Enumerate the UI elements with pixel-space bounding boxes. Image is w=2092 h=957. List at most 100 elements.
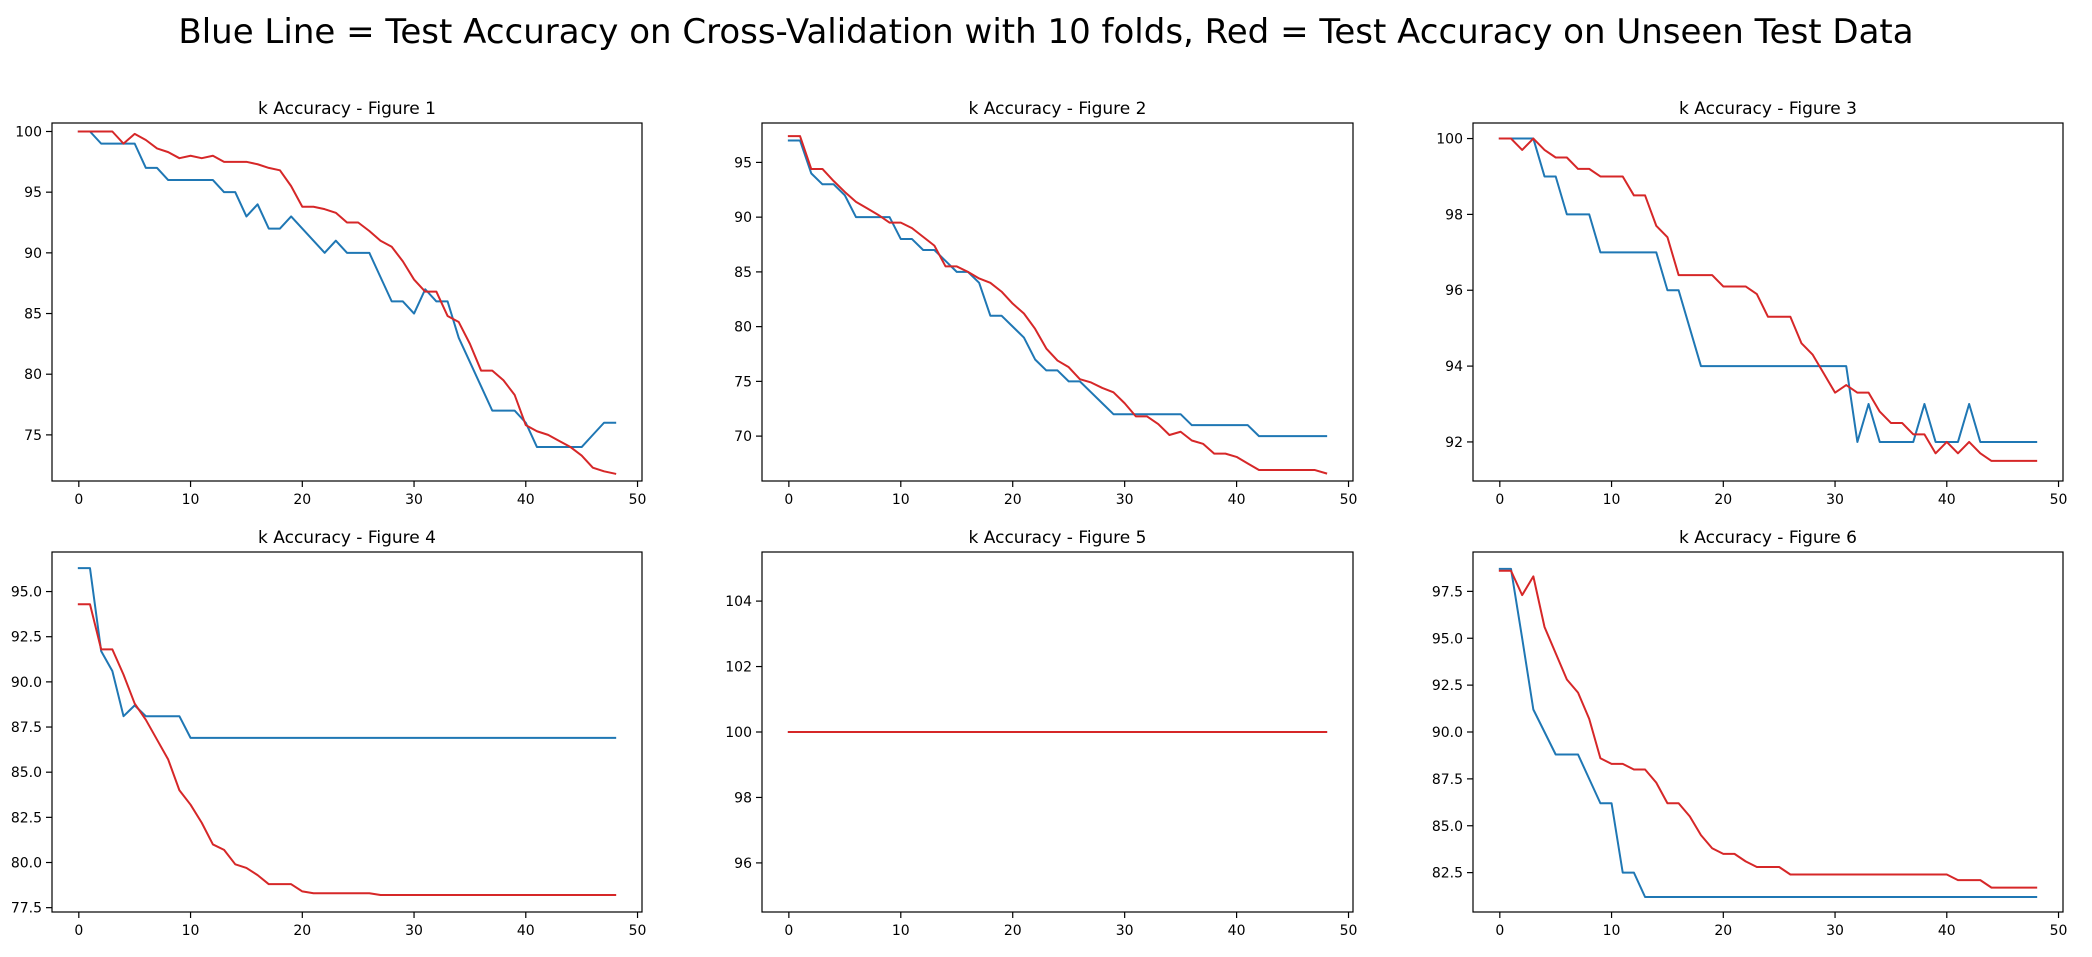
axes-frame [761,122,1354,482]
y-tick-label: 90 [734,210,752,226]
y-tick-label: 102 [725,660,752,676]
axes-frame [51,122,643,482]
y-tick-label: 90.0 [1432,725,1463,741]
x-tick-label: 0 [74,923,83,939]
y-tick-label: 85 [24,307,42,323]
series-line-red [77,130,617,475]
x-tick-label: 20 [1714,492,1732,508]
y-tick-label: 96 [734,856,752,872]
y-tick-label: 90.0 [11,675,42,691]
series-line-red [1498,137,2038,462]
y-tick-label: 80 [734,320,752,336]
x-tick-label: 40 [1938,923,1956,939]
x-tick-label: 10 [1603,492,1621,508]
subplot-title: k Accuracy - Figure 6 [1679,528,1857,548]
x-tick-label: 30 [1826,923,1844,939]
axes-frame [51,551,643,913]
series-line-blue [77,567,617,739]
series-line-blue [77,130,617,449]
y-tick-label: 92.5 [11,630,42,646]
x-tick-label: 0 [1495,492,1504,508]
y-tick-label: 95 [24,185,42,201]
axes-frame [1472,122,2064,482]
x-tick-label: 0 [784,923,793,939]
y-tick-label: 95 [734,155,752,171]
x-tick-label: 0 [784,492,793,508]
y-tick-label: 75 [24,428,42,444]
x-tick-label: 20 [1004,492,1022,508]
subplot-1: k Accuracy - Figure 1 0 10 20 30 40 50 75 80 85 90… [15,99,646,508]
x-tick-label: 50 [1340,492,1358,508]
x-tick-label: 40 [1228,492,1246,508]
y-tick-label: 100 [1436,132,1463,148]
x-tick-label: 0 [1495,923,1504,939]
x-tick-label: 0 [74,492,83,508]
x-tick-label: 40 [1938,492,1956,508]
subplot-2: k Accuracy - Figure 2 0 10 20 30 40 50 70 75 80 85… [734,99,1357,508]
series-line-blue [1498,137,2038,443]
y-tick-label: 96 [1445,283,1463,299]
y-tick-label: 82.5 [1432,866,1463,882]
x-tick-label: 40 [517,492,535,508]
x-tick-label: 20 [293,923,311,939]
y-tick-label: 85.0 [1432,819,1463,835]
x-tick-label: 30 [1826,492,1844,508]
series-line-red [787,135,1328,475]
x-tick-label: 50 [2050,492,2068,508]
y-tick-label: 95.0 [1432,631,1463,647]
y-tick-label: 90 [24,246,42,262]
y-tick-label: 100 [15,124,42,140]
y-tick-label: 92 [1445,435,1463,451]
subplot-title: k Accuracy - Figure 1 [258,99,436,119]
subplot-title: k Accuracy - Figure 3 [1679,99,1857,119]
x-tick-label: 30 [405,492,423,508]
x-tick-label: 50 [629,923,647,939]
y-tick-label: 80 [24,367,42,383]
y-tick-label: 92.5 [1432,678,1463,694]
y-tick-label: 82.5 [11,810,42,826]
x-tick-label: 20 [293,492,311,508]
y-tick-label: 80.0 [11,856,42,872]
subplot-title: k Accuracy - Figure 5 [969,528,1147,548]
x-tick-label: 10 [892,492,910,508]
y-tick-label: 98 [734,790,752,806]
x-tick-label: 30 [1116,492,1134,508]
y-tick-label: 87.5 [1432,772,1463,788]
x-tick-label: 50 [629,492,647,508]
series-line-blue [1498,567,2038,898]
series-line-red [1498,569,2038,889]
x-tick-label: 30 [405,923,423,939]
y-tick-label: 70 [734,429,752,445]
y-tick-label: 104 [725,594,752,610]
series-line-blue [787,139,1328,438]
subplot-5: k Accuracy - Figure 5 0 10 20 30 40 50 96 98 100 1… [725,528,1357,939]
subplot-4: k Accuracy - Figure 4 0 10 20 30 40 50 77.5 80.0… [11,528,647,939]
x-tick-label: 50 [1340,923,1358,939]
x-tick-label: 10 [1603,923,1621,939]
x-tick-label: 50 [2050,923,2068,939]
y-tick-label: 100 [725,725,752,741]
subplot-3: k Accuracy - Figure 3 0 10 20 30 40 50 92 94 96 98… [1436,99,2067,508]
x-tick-label: 20 [1714,923,1732,939]
x-tick-label: 40 [1228,923,1246,939]
y-tick-label: 77.5 [11,901,42,917]
x-tick-label: 20 [1004,923,1022,939]
figure-title: Blue Line = Test Accuracy on Cross-Valid… [178,12,1914,52]
axes-frame [1472,551,2064,913]
x-tick-label: 30 [1116,923,1134,939]
y-tick-label: 85.0 [11,765,42,781]
x-tick-label: 10 [182,923,200,939]
y-tick-label: 95.0 [11,585,42,601]
x-tick-label: 10 [182,492,200,508]
y-tick-label: 85 [734,265,752,281]
y-tick-label: 75 [734,374,752,390]
subplot-title: k Accuracy - Figure 2 [969,99,1147,119]
x-tick-label: 10 [892,923,910,939]
y-tick-label: 98 [1445,207,1463,223]
subplot-6: k Accuracy - Figure 6 0 10 20 30 40 50 82.5 85.0… [1432,528,2068,939]
x-tick-label: 40 [517,923,535,939]
y-tick-label: 97.5 [1432,584,1463,600]
y-tick-label: 94 [1445,359,1463,375]
